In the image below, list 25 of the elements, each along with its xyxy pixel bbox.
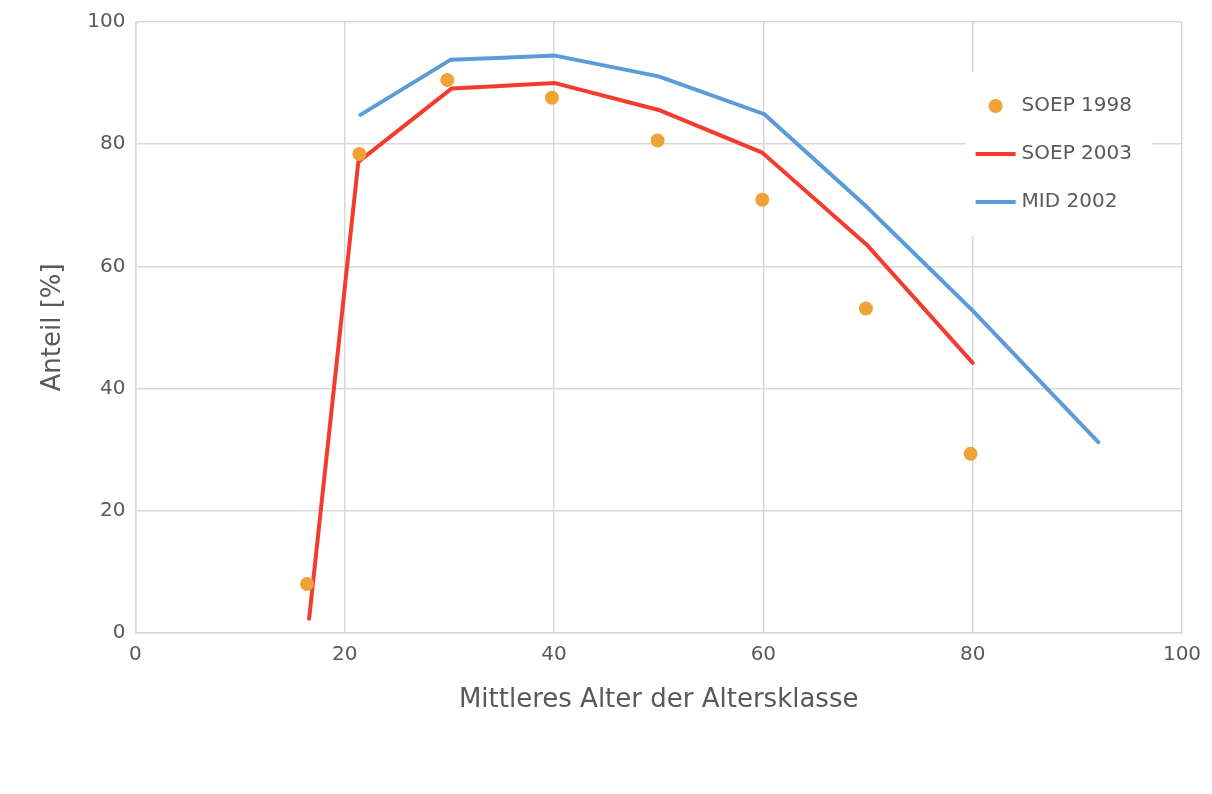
point	[963, 446, 978, 461]
point	[755, 192, 770, 207]
x-tick-label: 100	[1162, 641, 1202, 665]
y-tick-label: 80	[99, 130, 126, 155]
legend-label: SOEP 1998	[1021, 92, 1132, 117]
x-tick-label: 80	[959, 641, 986, 665]
y-tick-label: 20	[99, 496, 126, 521]
y-axis-title: Anteil [%]	[36, 263, 67, 392]
y-tick-label: 60	[99, 252, 126, 277]
x-tick-label: 20	[331, 641, 358, 665]
y-tick-label: 100	[87, 8, 126, 33]
point	[300, 576, 315, 591]
x-axis-title: Mittleres Alter der Altersklasse	[458, 683, 859, 714]
x-tick-label: 40	[541, 641, 567, 665]
point	[858, 301, 873, 316]
point	[650, 133, 665, 148]
point	[544, 90, 559, 105]
x-tick-label: 60	[750, 641, 777, 665]
point	[440, 73, 455, 88]
legend-label: SOEP 2003	[1021, 140, 1132, 165]
y-tick-label: 0	[112, 619, 126, 643]
y-tick-label: 40	[99, 374, 126, 399]
point	[352, 146, 367, 161]
x-tick-label: 0	[129, 641, 142, 665]
legend-label: MID 2002	[1021, 188, 1118, 213]
